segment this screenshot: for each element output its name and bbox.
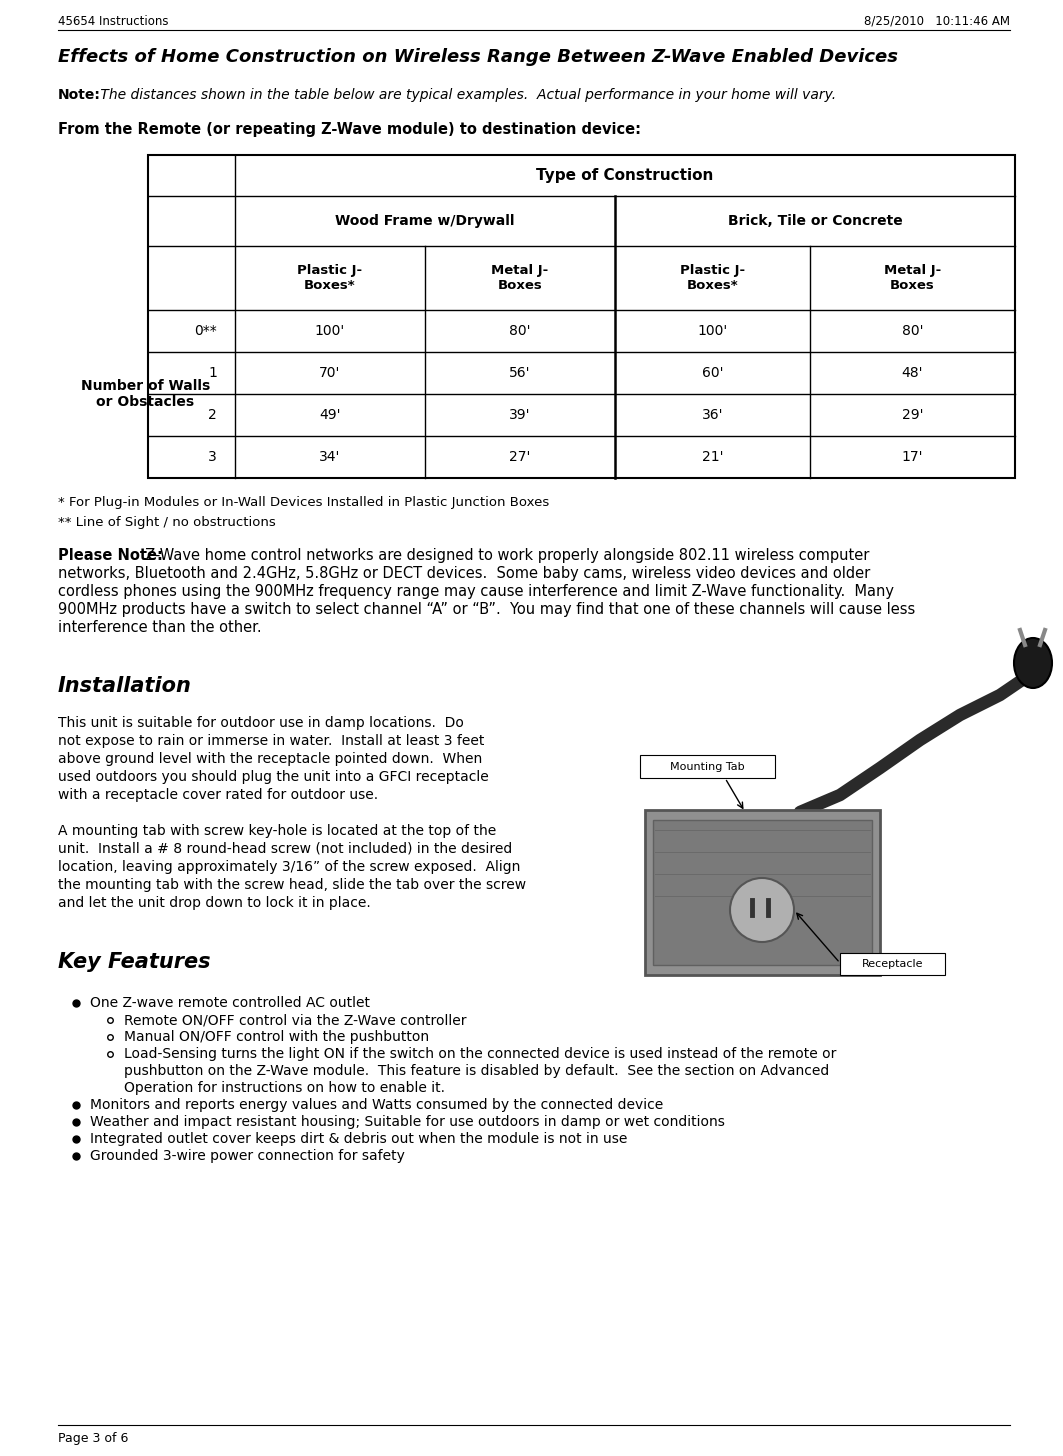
Text: 45654 Instructions: 45654 Instructions: [58, 15, 169, 28]
Text: 27': 27': [509, 450, 530, 464]
Text: Metal J-
Boxes: Metal J- Boxes: [491, 264, 549, 293]
Text: Manual ON/OFF control with the pushbutton: Manual ON/OFF control with the pushbutto…: [124, 1029, 429, 1044]
Text: Mounting Tab: Mounting Tab: [670, 761, 745, 772]
Text: used outdoors you should plug the unit into a GFCI receptacle: used outdoors you should plug the unit i…: [58, 770, 489, 783]
Text: interference than the other.: interference than the other.: [58, 620, 261, 635]
Text: Installation: Installation: [58, 676, 192, 696]
Text: 900MHz products have a switch to select channel “A” or “B”.  You may find that o: 900MHz products have a switch to select …: [58, 601, 915, 617]
Text: 49': 49': [319, 408, 341, 422]
Text: 60': 60': [702, 365, 723, 380]
Text: 48': 48': [901, 365, 924, 380]
Text: A mounting tab with screw key-hole is located at the top of the: A mounting tab with screw key-hole is lo…: [58, 824, 496, 839]
Text: 0**: 0**: [195, 325, 217, 338]
Text: The distances shown in the table below are typical examples.  Actual performance: The distances shown in the table below a…: [96, 87, 837, 102]
Text: Z-Wave home control networks are designed to work properly alongside 802.11 wire: Z-Wave home control networks are designe…: [136, 547, 870, 563]
Bar: [645, 810, 880, 976]
Text: Key Features: Key Features: [58, 952, 210, 973]
Text: Grounded 3-wire power connection for safety: Grounded 3-wire power connection for saf…: [90, 1149, 405, 1163]
Text: Number of Walls
or Obstacles: Number of Walls or Obstacles: [81, 379, 210, 409]
Circle shape: [730, 878, 794, 942]
Text: * For Plug-in Modules or In-Wall Devices Installed in Plastic Junction Boxes: * For Plug-in Modules or In-Wall Devices…: [58, 496, 550, 510]
Text: pushbutton on the Z-Wave module.  This feature is disabled by default.  See the : pushbutton on the Z-Wave module. This fe…: [124, 1064, 829, 1077]
Text: 56': 56': [509, 365, 530, 380]
Text: 100': 100': [315, 325, 345, 338]
Text: Plastic J-
Boxes*: Plastic J- Boxes*: [298, 264, 362, 293]
Text: Metal J-
Boxes: Metal J- Boxes: [883, 264, 941, 293]
Text: Monitors and reports energy values and Watts consumed by the connected device: Monitors and reports energy values and W…: [90, 1098, 663, 1112]
Text: not expose to rain or immerse in water.  Install at least 3 feet: not expose to rain or immerse in water. …: [58, 734, 485, 748]
Text: From the Remote (or repeating Z-Wave module) to destination device:: From the Remote (or repeating Z-Wave mod…: [58, 122, 641, 137]
Text: Load-Sensing turns the light ON if the switch on the connected device is used in: Load-Sensing turns the light ON if the s…: [124, 1047, 837, 1061]
Text: 1: 1: [208, 365, 217, 380]
Bar: [148, 154, 1015, 478]
Text: Please Note:: Please Note:: [58, 547, 163, 563]
Bar: [653, 820, 872, 965]
Text: 34': 34': [319, 450, 340, 464]
Text: 17': 17': [901, 450, 924, 464]
Text: the mounting tab with the screw head, slide the tab over the screw: the mounting tab with the screw head, sl…: [58, 878, 526, 893]
Text: Type of Construction: Type of Construction: [537, 167, 713, 183]
Text: 2: 2: [208, 408, 217, 422]
Text: Brick, Tile or Concrete: Brick, Tile or Concrete: [728, 214, 902, 229]
Text: Note:: Note:: [58, 87, 101, 102]
Text: Wood Frame w/Drywall: Wood Frame w/Drywall: [335, 214, 514, 229]
Text: 21': 21': [702, 450, 723, 464]
Text: Receptacle: Receptacle: [862, 960, 924, 970]
Text: 39': 39': [509, 408, 530, 422]
Text: 3: 3: [208, 450, 217, 464]
Text: 80': 80': [901, 325, 924, 338]
Text: Remote ON/OFF control via the Z-Wave controller: Remote ON/OFF control via the Z-Wave con…: [124, 1013, 467, 1026]
Text: 29': 29': [901, 408, 924, 422]
Text: This unit is suitable for outdoor use in damp locations.  Do: This unit is suitable for outdoor use in…: [58, 716, 463, 729]
Text: One Z-wave remote controlled AC outlet: One Z-wave remote controlled AC outlet: [90, 996, 370, 1010]
Text: cordless phones using the 900MHz frequency range may cause interference and limi: cordless phones using the 900MHz frequen…: [58, 584, 894, 598]
Text: Effects of Home Construction on Wireless Range Between Z-Wave Enabled Devices: Effects of Home Construction on Wireless…: [58, 48, 898, 66]
Ellipse shape: [1014, 638, 1052, 689]
Text: networks, Bluetooth and 2.4GHz, 5.8GHz or DECT devices.  Some baby cams, wireles: networks, Bluetooth and 2.4GHz, 5.8GHz o…: [58, 566, 871, 581]
Text: Operation for instructions on how to enable it.: Operation for instructions on how to ena…: [124, 1080, 445, 1095]
Text: above ground level with the receptacle pointed down.  When: above ground level with the receptacle p…: [58, 751, 483, 766]
Text: 80': 80': [509, 325, 530, 338]
Bar: [640, 756, 775, 778]
Text: and let the unit drop down to lock it in place.: and let the unit drop down to lock it in…: [58, 895, 371, 910]
Text: 70': 70': [319, 365, 340, 380]
Text: location, leaving approximately 3/16” of the screw exposed.  Align: location, leaving approximately 3/16” of…: [58, 860, 521, 874]
Text: ** Line of Sight / no obstructions: ** Line of Sight / no obstructions: [58, 515, 275, 529]
Bar: [840, 954, 945, 976]
Text: 100': 100': [697, 325, 728, 338]
Text: Plastic J-
Boxes*: Plastic J- Boxes*: [680, 264, 745, 293]
Text: 8/25/2010   10:11:46 AM: 8/25/2010 10:11:46 AM: [864, 15, 1010, 28]
Text: unit.  Install a # 8 round-head screw (not included) in the desired: unit. Install a # 8 round-head screw (no…: [58, 842, 512, 856]
Text: with a receptacle cover rated for outdoor use.: with a receptacle cover rated for outdoo…: [58, 788, 378, 802]
Text: Page 3 of 6: Page 3 of 6: [58, 1433, 129, 1444]
Text: Integrated outlet cover keeps dirt & debris out when the module is not in use: Integrated outlet cover keeps dirt & deb…: [90, 1131, 627, 1146]
Text: Weather and impact resistant housing; Suitable for use outdoors in damp or wet c: Weather and impact resistant housing; Su…: [90, 1115, 725, 1128]
Text: 36': 36': [702, 408, 723, 422]
